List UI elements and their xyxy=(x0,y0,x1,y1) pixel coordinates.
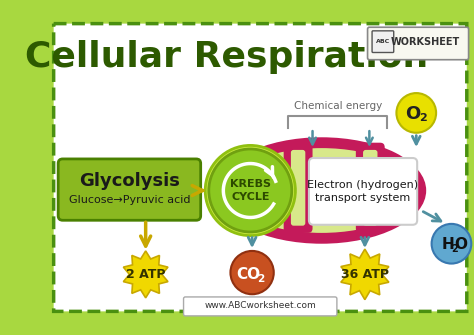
Circle shape xyxy=(396,93,436,133)
Polygon shape xyxy=(341,249,389,299)
Text: 36 ATP: 36 ATP xyxy=(341,268,389,281)
Ellipse shape xyxy=(228,148,415,233)
Text: Chemical energy: Chemical energy xyxy=(294,101,382,111)
FancyBboxPatch shape xyxy=(283,143,312,233)
Text: 2: 2 xyxy=(451,244,457,254)
Text: O: O xyxy=(405,105,420,123)
Text: www.ABCworksheet.com: www.ABCworksheet.com xyxy=(204,302,316,311)
Text: 2: 2 xyxy=(257,274,265,284)
Circle shape xyxy=(230,251,274,294)
Text: Electron (hydrogen)
transport system: Electron (hydrogen) transport system xyxy=(308,180,419,203)
Circle shape xyxy=(209,149,292,232)
Text: O: O xyxy=(454,237,467,252)
Polygon shape xyxy=(123,251,168,298)
Text: CO: CO xyxy=(237,267,261,282)
Circle shape xyxy=(205,145,295,236)
FancyBboxPatch shape xyxy=(372,31,394,53)
FancyBboxPatch shape xyxy=(183,297,337,316)
Text: Cellular Respiration: Cellular Respiration xyxy=(25,40,428,74)
Text: 2: 2 xyxy=(419,113,428,123)
Text: Glycolysis: Glycolysis xyxy=(79,173,180,191)
FancyBboxPatch shape xyxy=(291,150,305,226)
Ellipse shape xyxy=(217,137,426,244)
FancyBboxPatch shape xyxy=(356,143,385,233)
FancyBboxPatch shape xyxy=(58,159,201,220)
Text: ABC: ABC xyxy=(376,39,390,44)
FancyBboxPatch shape xyxy=(309,158,417,225)
Text: 2 ATP: 2 ATP xyxy=(126,268,165,281)
FancyBboxPatch shape xyxy=(367,27,469,60)
FancyBboxPatch shape xyxy=(54,24,467,311)
Circle shape xyxy=(432,224,471,264)
Text: Glucose→Pyruvic acid: Glucose→Pyruvic acid xyxy=(69,195,190,205)
Text: WORKSHEET: WORKSHEET xyxy=(391,37,460,47)
Text: H: H xyxy=(441,237,454,252)
Text: KREBS
CYCLE: KREBS CYCLE xyxy=(230,179,271,202)
FancyBboxPatch shape xyxy=(363,150,377,226)
